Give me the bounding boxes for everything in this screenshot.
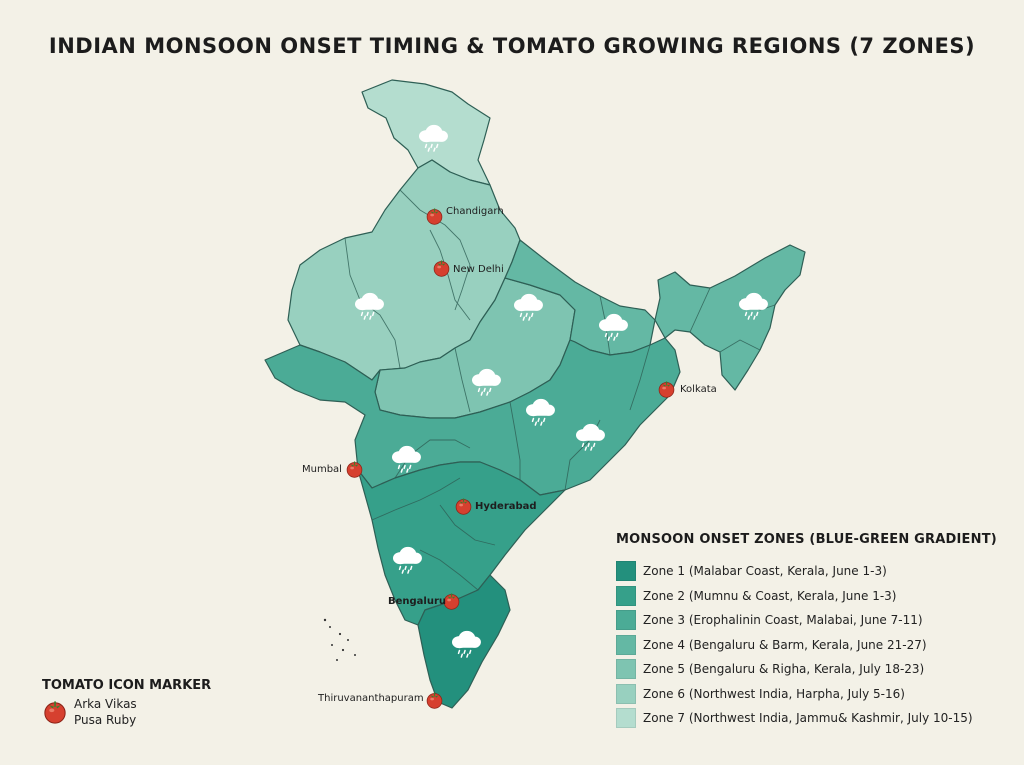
zone-2-region bbox=[357, 461, 566, 626]
legend-label: Zone 7 (Northwest India, Jammu& Kashmir,… bbox=[643, 711, 973, 726]
legend-swatch bbox=[616, 708, 636, 729]
legend-swatch bbox=[616, 683, 636, 704]
legend-item-zone-4: Zone 4 (Bengaluru & Barm, Kerala, June 2… bbox=[616, 633, 1016, 658]
legend-label: Zone 3 (Erophalinin Coast, Malabai, June… bbox=[643, 613, 923, 628]
legend-label: Zone 4 (Bengaluru & Barm, Kerala, June 2… bbox=[643, 637, 927, 652]
marker-legend-title: TOMATO ICON MARKER bbox=[42, 678, 212, 693]
legend-swatch bbox=[616, 634, 636, 655]
zone-regions bbox=[264, 79, 806, 709]
island-dots bbox=[323, 618, 356, 661]
legend-swatch bbox=[616, 659, 636, 680]
legend-item-zone-3: Zone 3 (Erophalinin Coast, Malabai, June… bbox=[616, 608, 1016, 633]
tomato-variety-label: Arka Vikas bbox=[74, 697, 137, 711]
tomato-icon bbox=[44, 700, 66, 724]
city-markers: Chandigarh New Delhi Kolkata Mumbal Hyde… bbox=[302, 206, 717, 709]
page-title: INDIAN MONSOON ONSET TIMING & TOMATO GRO… bbox=[48, 34, 976, 58]
legend-label: Zone 1 (Malabar Coast, Kerala, June 1-3) bbox=[643, 564, 887, 579]
zone-legend: MONSOON ONSET ZONES (BLUE-GREEN GRADIENT… bbox=[616, 532, 1016, 731]
tomato-marker-legend: TOMATO ICON MARKER Arka Vikas Pusa Ruby bbox=[42, 678, 211, 728]
legend-swatch bbox=[616, 561, 636, 582]
city-label-kolkata: Kolkata bbox=[680, 384, 717, 395]
legend-label: Zone 2 (Mumnu & Coast, Kerala, June 1-3) bbox=[643, 588, 897, 603]
legend-swatch bbox=[616, 585, 636, 606]
city-label-thiruvananthapuram: Thiruvananthapuram bbox=[317, 693, 424, 704]
legend-label: Zone 6 (Northwest India, Harpha, July 5-… bbox=[643, 686, 905, 701]
city-label-bengaluru: Bengaluru bbox=[388, 596, 446, 607]
legend-label: Zone 5 (Bengaluru & Righa, Kerala, July … bbox=[643, 662, 925, 677]
city-label-hyderabad: Hyderabad bbox=[475, 501, 537, 512]
legend-item-zone-7: Zone 7 (Northwest India, Jammu& Kashmir,… bbox=[616, 706, 1016, 731]
tomato-variety-label: Pusa Ruby bbox=[74, 713, 137, 727]
city-label-new-delhi: New Delhi bbox=[453, 264, 504, 275]
legend-swatch bbox=[616, 610, 636, 631]
city-label-chandigarh: Chandigarh bbox=[446, 206, 504, 217]
legend-item-zone-6: Zone 6 (Northwest India, Harpha, July 5-… bbox=[616, 682, 1016, 707]
city-label-mumbai: Mumbal bbox=[302, 464, 342, 475]
legend-item-zone-2: Zone 2 (Mumnu & Coast, Kerala, June 1-3) bbox=[616, 584, 1016, 609]
legend-item-zone-5: Zone 5 (Bengaluru & Righa, Kerala, July … bbox=[616, 657, 1016, 682]
zone-4-region-northeast bbox=[654, 244, 806, 391]
legend-title: MONSOON ONSET ZONES (BLUE-GREEN GRADIENT… bbox=[616, 532, 997, 547]
legend-item-zone-1: Zone 1 (Malabar Coast, Kerala, June 1-3) bbox=[616, 559, 1016, 584]
